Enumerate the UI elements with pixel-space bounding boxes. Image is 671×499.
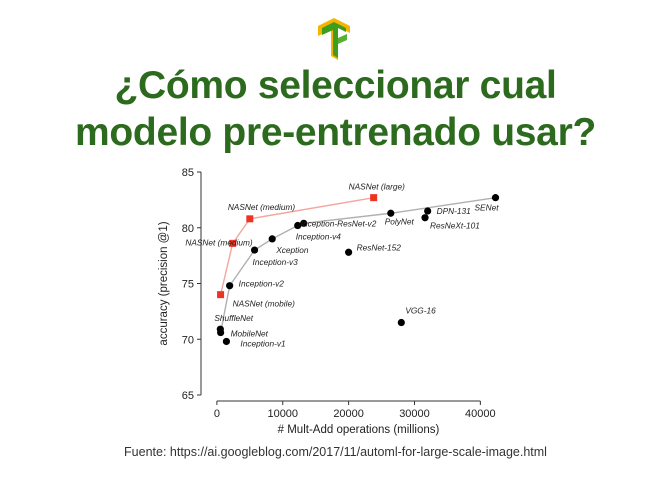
point-label-senet: SENet: [475, 203, 500, 213]
x-axis-label: # Mult-Add operations (millions): [278, 424, 440, 436]
point-label-inception-v3: Inception-v3: [253, 257, 299, 267]
point-label-shufflenet: ShuffleNet: [214, 313, 253, 323]
point-label-nasnet-medium: NASNet (medium): [228, 202, 296, 212]
point-inception-resnet-v2: [300, 219, 308, 227]
point-label-inception-v1: Inception-v1: [240, 338, 285, 348]
x-tick-label: 20000: [333, 408, 364, 420]
point-resnext-101: [421, 214, 429, 222]
title-line-2: modelo pre-entrenado usar?: [75, 111, 596, 154]
point-xception: [268, 235, 276, 243]
point-nasnet-medium: [229, 239, 237, 247]
point-dpn-131: [424, 207, 432, 215]
point-label-vgg-16: VGG-16: [405, 306, 436, 316]
point-label-inception-v4: Inception-v4: [296, 232, 342, 242]
point-label-nasnet-mobile: NASNet (mobile): [233, 299, 295, 309]
x-tick-label: 30000: [399, 408, 430, 420]
point-label-mobilenet: MobileNet: [231, 329, 269, 339]
x-tick-label: 10000: [267, 408, 298, 420]
source-caption: Fuente: https://ai.googleblog.com/2017/1…: [124, 445, 547, 459]
y-tick-label: 85: [182, 167, 194, 179]
point-label-xception: Xception: [275, 245, 309, 255]
tensorflow-logo-icon: [318, 18, 350, 60]
y-tick-label: 70: [182, 334, 194, 346]
point-inception-v2: [226, 282, 234, 290]
point-label-dpn-131: DPN-131: [437, 206, 471, 216]
point-nasnet-mobile: [217, 291, 225, 299]
x-tick-label: 40000: [465, 408, 496, 420]
y-tick-label: 75: [182, 279, 194, 291]
point-label-inception-v2: Inception-v2: [239, 279, 285, 289]
chart-axes: 65 70 75 80 85 0 10000 20000 30000 40000 # Mult-Ad…: [158, 167, 496, 436]
x-tick-label: 0: [214, 408, 220, 420]
accuracy-vs-multadd-chart: 65 70 75 80 85 0 10000 20000 30000 40000 # Mult-Ad…: [158, 167, 500, 436]
frontier-lines: [219, 196, 496, 333]
point-label-resnet-152: ResNet-152: [357, 242, 402, 252]
point-nasnet-large: [370, 194, 378, 202]
point-label-inception-resnet-v2: Inception-ResNet-v2: [301, 218, 377, 228]
point-label-resnext-101: ResNeXt-101: [430, 221, 480, 231]
slide-title: ¿Cómo seleccionar cual modelo pre-entren…: [0, 62, 671, 156]
point-polynet: [387, 209, 395, 217]
point-label-polynet: PolyNet: [385, 216, 415, 226]
title-line-1: ¿Cómo seleccionar cual: [114, 64, 557, 107]
y-axis-label: accuracy (precision @1): [158, 221, 170, 345]
frontier-line-nasnet: [219, 196, 374, 295]
point-nasnet-medium: [246, 215, 254, 223]
point-resnet-152: [345, 248, 353, 256]
frontier-line-baseline: [219, 196, 496, 333]
point-mobilenet: [217, 328, 225, 337]
point-inception-v4: [294, 221, 302, 230]
point-inception-v1: [222, 337, 231, 346]
chart-points: [216, 194, 500, 346]
point-inception-v3: [250, 246, 259, 254]
y-tick-label: 65: [182, 390, 194, 402]
point-label-nasnet-large: NASNet (large): [349, 182, 405, 192]
point-senet: [491, 194, 500, 202]
y-tick-label: 80: [182, 223, 194, 235]
point-label-nasnet-medium: NASNet (medium): [185, 237, 253, 247]
point-vgg-16: [397, 318, 405, 327]
